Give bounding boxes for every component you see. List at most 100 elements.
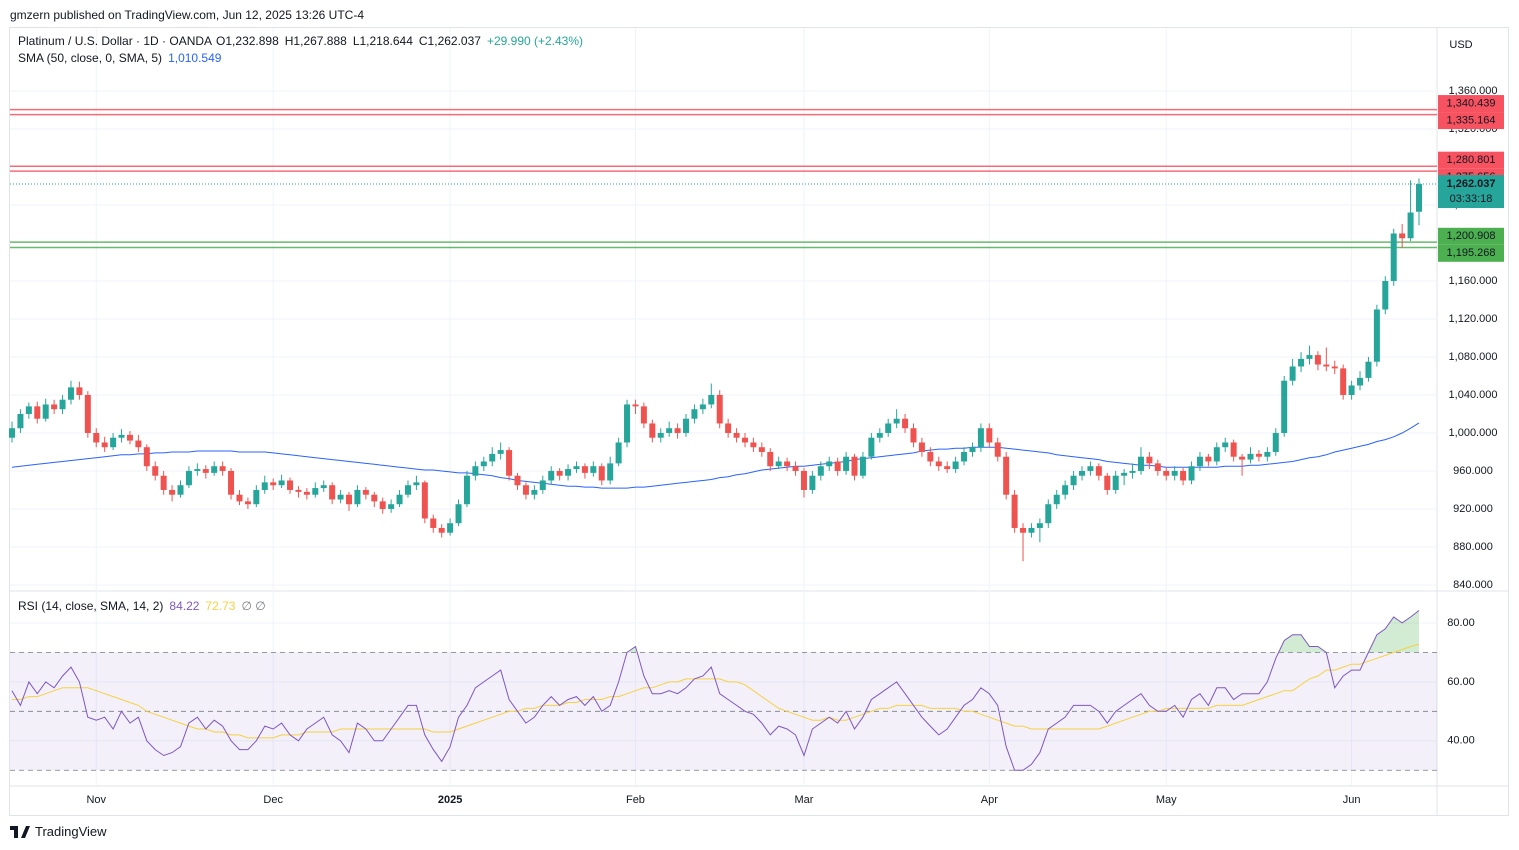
candle-body — [1137, 456, 1144, 471]
candle-body — [876, 432, 883, 438]
level-label-box — [1438, 227, 1504, 245]
legend-open: O1,232.898 — [216, 34, 279, 48]
candle-body — [253, 489, 260, 505]
legend-close: C1,262.037 — [419, 34, 481, 48]
candle-body — [590, 466, 597, 473]
candle-body — [278, 480, 285, 486]
legend-high: H1,267.888 — [285, 34, 347, 48]
candle-body — [910, 428, 917, 443]
candle-body — [733, 432, 740, 438]
candle-body — [1357, 377, 1364, 386]
candle-body — [632, 404, 639, 407]
footer: TradingView — [10, 824, 107, 839]
candle-body — [1188, 466, 1195, 481]
candle-body — [691, 409, 698, 419]
candle-body — [312, 488, 319, 495]
x-tick-label: Dec — [263, 794, 283, 806]
candle-body — [581, 466, 588, 473]
candle-body — [1314, 355, 1321, 365]
candle-body — [1196, 456, 1203, 467]
candle-body — [295, 489, 302, 492]
sma-line — [11, 422, 1420, 489]
candle-body — [303, 491, 310, 495]
candle-body — [42, 404, 49, 419]
level-label-box — [1438, 244, 1504, 262]
candle-body — [683, 418, 690, 433]
candle-body — [236, 494, 243, 502]
level-label-box — [1438, 151, 1504, 169]
candle-body — [607, 463, 614, 481]
candle-body — [514, 475, 521, 486]
candle-body — [1289, 366, 1296, 381]
rsi-legend: RSI (14, close, SMA, 14, 2) 84.22 72.73 ∅ ∅ — [18, 599, 266, 613]
candle-body — [1213, 447, 1220, 462]
brand: TradingView — [35, 824, 107, 839]
sma-value: 1,010.549 — [168, 51, 222, 65]
y-tick-label: 1,360.000 — [1449, 85, 1498, 97]
candle-body — [404, 485, 411, 495]
candle-body — [624, 404, 631, 443]
candle-body — [859, 456, 866, 476]
x-tick-label: Mar — [794, 794, 813, 806]
candle-body — [809, 475, 816, 490]
candle-body — [565, 469, 572, 476]
candle-body — [556, 470, 563, 476]
candle-body — [1104, 475, 1111, 490]
candle-body — [472, 466, 479, 476]
candle-body — [826, 461, 833, 467]
logo — [10, 825, 30, 838]
level-label: 1,200.908 — [1447, 230, 1496, 242]
candle-body — [244, 501, 251, 505]
candle-body — [1407, 212, 1414, 239]
x-tick-label: Apr — [981, 794, 998, 806]
candle-body — [1382, 280, 1389, 310]
y-tick-label: 960.000 — [1453, 465, 1493, 477]
candle-body — [1205, 456, 1212, 462]
y-tick-label: 880.000 — [1453, 541, 1493, 553]
legend-low: L1,218.644 — [353, 34, 413, 48]
candle-body — [1180, 470, 1187, 481]
legend-change: +29.990 (+2.43%) — [487, 34, 583, 48]
candle-body — [110, 437, 117, 448]
candle-body — [640, 406, 647, 424]
publisher-line: gmzern published on TradingView.com, Jun… — [10, 8, 364, 22]
candle-body — [480, 461, 487, 467]
candle-body — [969, 447, 976, 452]
candle-body — [522, 485, 529, 495]
countdown-label: 03:33:18 — [1450, 193, 1493, 205]
candle-body — [868, 437, 875, 457]
candle-body — [1070, 475, 1077, 486]
candle-body — [598, 466, 605, 481]
candle-body — [893, 418, 900, 424]
frame — [9, 27, 1509, 816]
candle-body — [270, 482, 277, 486]
candle-body — [34, 406, 41, 419]
y-tick-label: 1,040.000 — [1449, 389, 1498, 401]
candle-body — [1095, 466, 1102, 476]
candle-body — [1264, 451, 1271, 457]
candle-body — [455, 504, 462, 524]
candle-body — [1247, 453, 1254, 460]
candle-body — [1365, 361, 1372, 378]
candle-body — [506, 450, 513, 476]
candle-body — [994, 442, 1001, 457]
candle-body — [918, 442, 925, 452]
level-label-box — [1438, 112, 1504, 130]
candle-body — [1053, 494, 1060, 505]
level-label: 1,335.164 — [1447, 114, 1496, 126]
currency[interactable]: USD — [1449, 39, 1472, 51]
candle-body — [851, 456, 858, 476]
candle-body — [775, 461, 782, 467]
candle-body — [1020, 527, 1027, 533]
level-label-box — [1438, 95, 1504, 113]
rsi-extra: ∅ ∅ — [241, 599, 265, 613]
candle-body — [388, 504, 395, 509]
candle-body — [961, 451, 968, 462]
candle-body — [25, 406, 32, 414]
candle-body — [1036, 523, 1043, 528]
candle-body — [1011, 494, 1018, 528]
rsi-tick-label: 80.00 — [1447, 617, 1475, 629]
candle-body — [1281, 380, 1288, 433]
candle-body — [1163, 470, 1170, 476]
candle-body — [800, 470, 807, 490]
